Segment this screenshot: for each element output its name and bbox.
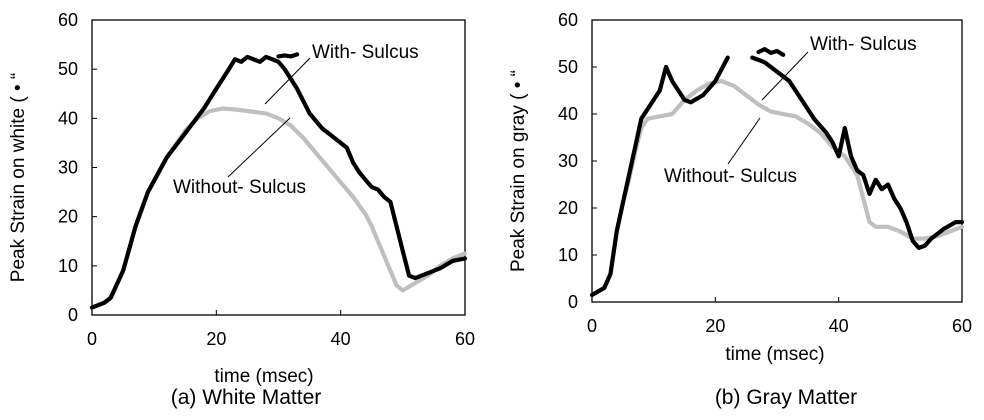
gray-matter-caption: (b) Gray Matter (715, 386, 857, 409)
gray-xtick-label: 40 (829, 316, 849, 336)
gray-xtick-label: 20 (705, 316, 725, 336)
gray-ytick-label: 0 (568, 292, 578, 312)
white-ytick-label: 30 (58, 158, 78, 178)
white-ytick-label: 10 (58, 256, 78, 276)
gray-y-axis-label: Peak Strain on gray ( • “ (508, 70, 529, 272)
white-ytick-label: 20 (58, 207, 78, 227)
gray-ytick-label: 40 (558, 104, 578, 124)
gray-xtick-label: 60 (952, 316, 972, 336)
gray-annotation-with-sulcus: With- Sulcus (810, 34, 917, 55)
white-ytick-label: 0 (68, 305, 78, 325)
white-annotation-with-sulcus: With- Sulcus (312, 42, 419, 63)
white-xtick-label: 0 (87, 329, 97, 349)
gray-ytick-label: 50 (558, 57, 578, 77)
gray-ytick-label: 60 (558, 10, 578, 30)
gray-ytick-label: 10 (558, 245, 578, 265)
gray-series-without-sulcus-line (589, 79, 965, 297)
gray-xtick-label: 0 (587, 316, 597, 336)
white-matter-caption: (a) White Matter (171, 386, 322, 409)
white-xtick-label: 40 (331, 329, 351, 349)
white-ytick-label: 60 (58, 10, 78, 30)
white-series-with-sulcus-line (276, 52, 300, 59)
gray-ytick-label: 20 (558, 198, 578, 218)
white-ytick-label: 40 (58, 108, 78, 128)
white-annotation-leader (227, 117, 291, 178)
gray-plot-frame (591, 19, 963, 303)
white-annotation-leader (264, 57, 311, 105)
white-xtick-label: 20 (206, 329, 226, 349)
gray-series-with-sulcus-line (589, 55, 730, 297)
white-ytick-label: 50 (58, 59, 78, 79)
gray-annotation-leader (761, 51, 809, 101)
gray-ytick-label: 30 (558, 151, 578, 171)
gray-annotation-without-sulcus: Without- Sulcus (664, 166, 797, 187)
gray-series-with-sulcus-line (750, 55, 965, 250)
gray-series-with-sulcus-line (756, 47, 786, 57)
white-y-axis-label: Peak Strain on white ( • “ (8, 73, 29, 282)
white-annotation-without-sulcus: Without- Sulcus (173, 177, 306, 198)
white-series-with-sulcus-line (89, 54, 468, 310)
gray-x-axis-label: time (msec) (725, 344, 824, 365)
white-x-axis-label: time (msec) (214, 366, 313, 387)
white-xtick-label: 60 (455, 329, 475, 349)
gray-annotation-leader (727, 117, 761, 165)
